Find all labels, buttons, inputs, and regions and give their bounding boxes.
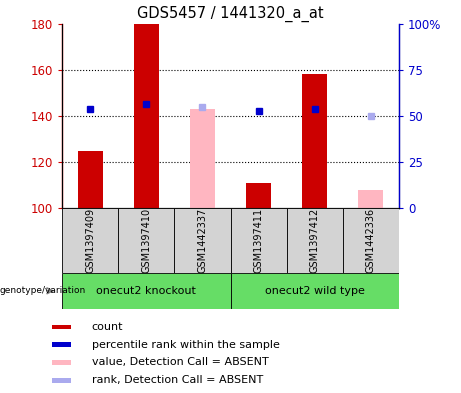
Bar bbox=[53, 360, 71, 365]
Bar bbox=[53, 325, 71, 329]
Text: onecut2 wild type: onecut2 wild type bbox=[265, 286, 365, 296]
Bar bbox=[118, 208, 174, 273]
Bar bbox=[62, 273, 230, 309]
Bar bbox=[62, 208, 118, 273]
Text: value, Detection Call = ABSENT: value, Detection Call = ABSENT bbox=[92, 357, 268, 367]
Text: GSM1397411: GSM1397411 bbox=[254, 208, 264, 273]
Text: count: count bbox=[92, 322, 123, 332]
Bar bbox=[134, 24, 159, 208]
Bar bbox=[77, 151, 103, 208]
Bar bbox=[343, 208, 399, 273]
Text: GSM1442337: GSM1442337 bbox=[197, 208, 207, 274]
Text: percentile rank within the sample: percentile rank within the sample bbox=[92, 340, 280, 350]
Text: GSM1397410: GSM1397410 bbox=[142, 208, 151, 273]
Text: GSM1442336: GSM1442336 bbox=[366, 208, 376, 273]
Bar bbox=[287, 208, 343, 273]
Text: rank, Detection Call = ABSENT: rank, Detection Call = ABSENT bbox=[92, 375, 263, 385]
Bar bbox=[174, 208, 230, 273]
Bar bbox=[53, 378, 71, 382]
Bar bbox=[190, 109, 215, 208]
Bar bbox=[246, 183, 271, 208]
Text: onecut2 knockout: onecut2 knockout bbox=[96, 286, 196, 296]
Text: genotype/variation: genotype/variation bbox=[0, 286, 86, 295]
Bar bbox=[358, 190, 384, 208]
Bar bbox=[302, 74, 327, 208]
Bar bbox=[230, 208, 287, 273]
Text: GSM1397409: GSM1397409 bbox=[85, 208, 95, 273]
Bar bbox=[230, 273, 399, 309]
Title: GDS5457 / 1441320_a_at: GDS5457 / 1441320_a_at bbox=[137, 6, 324, 22]
Text: GSM1397412: GSM1397412 bbox=[310, 208, 319, 274]
Bar bbox=[53, 342, 71, 347]
